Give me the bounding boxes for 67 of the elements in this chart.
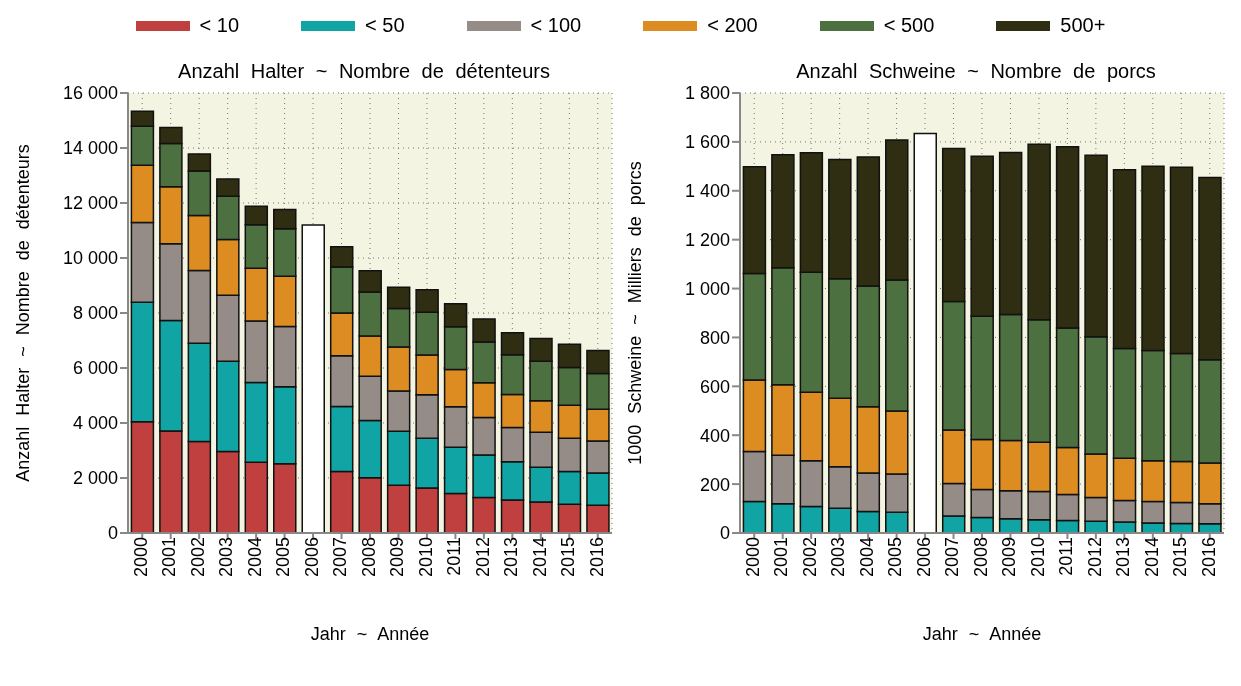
x-tick-label: 2008 xyxy=(358,537,379,578)
y-tick-label: 800 xyxy=(699,327,730,348)
y-tick-label: 600 xyxy=(699,376,730,397)
y-tick-label: 16 000 xyxy=(62,83,118,104)
y-tick-label: 1 600 xyxy=(684,132,730,153)
x-tick-label: 2016 xyxy=(1198,537,1219,578)
y-tick-label: 200 xyxy=(699,474,730,495)
x-tick-label: 2012 xyxy=(1084,537,1105,578)
x-tick-label: 2005 xyxy=(273,537,294,578)
y-tick-label: 0 xyxy=(107,523,118,544)
x-tick-label: 2011 xyxy=(444,537,465,576)
x-tick-label: 2000 xyxy=(131,537,152,578)
x-tick-label: 2009 xyxy=(999,537,1020,578)
x-tick-label: 2001 xyxy=(159,537,180,578)
x-tick-label: 2003 xyxy=(216,537,237,578)
y-tick-label: 6 000 xyxy=(72,358,118,379)
y-axis-title: Anzahl Halter ~ Nombre de détenteurs xyxy=(13,144,34,482)
y-axis-title: 1000 Schweine ~ Milliers de porcs xyxy=(625,161,646,465)
x-tick-label: 2001 xyxy=(771,537,792,578)
y-tick-label: 2 000 xyxy=(72,468,118,489)
legend-label: < 500 xyxy=(883,14,935,37)
x-tick-label: 2014 xyxy=(529,537,550,578)
x-tick-label: 2009 xyxy=(387,537,408,578)
x-tick-label: 2002 xyxy=(799,537,820,578)
y-tick-label: 4 000 xyxy=(72,413,118,434)
x-tick-label: 2002 xyxy=(187,537,208,578)
x-tick-label: 2003 xyxy=(828,537,849,578)
x-tick-label: 2013 xyxy=(501,537,522,578)
x-tick-label: 2008 xyxy=(970,537,991,578)
x-tick-label: 2010 xyxy=(1027,537,1048,578)
x-tick-label: 2004 xyxy=(856,537,877,578)
chart-title: Anzahl Halter ~ Nombre de détenteurs xyxy=(177,60,551,83)
legend-label: < 100 xyxy=(530,14,582,37)
y-tick-label: 10 000 xyxy=(62,248,118,269)
x-tick-label: 2016 xyxy=(586,537,607,578)
y-tick-label: 14 000 xyxy=(62,138,118,159)
x-tick-label: 2000 xyxy=(743,537,764,578)
y-tick-label: 1 800 xyxy=(684,83,730,104)
x-tick-label: 2007 xyxy=(942,537,963,578)
y-tick-label: 8 000 xyxy=(72,303,118,324)
y-tick-label: 1 400 xyxy=(684,181,730,202)
x-tick-label: 2012 xyxy=(472,537,493,578)
y-tick-label: 0 xyxy=(719,523,730,544)
x-tick-label: 2004 xyxy=(244,537,265,578)
bar xyxy=(301,224,325,533)
x-tick-label: 2015 xyxy=(558,537,579,578)
y-tick-label: 400 xyxy=(699,425,730,446)
y-tick-label: 1 000 xyxy=(684,278,730,299)
x-tick-label: 2011 xyxy=(1056,537,1077,576)
x-tick-label: 2015 xyxy=(1170,537,1191,578)
x-axis-title: Jahr ~ Année xyxy=(310,624,430,644)
legend-label: < 200 xyxy=(707,14,758,37)
x-tick-label: 2013 xyxy=(1113,537,1134,578)
x-tick-label: 2014 xyxy=(1141,537,1162,578)
x-tick-label: 2006 xyxy=(913,537,934,578)
chart-title: Anzahl Schweine ~ Nombre de porcs xyxy=(795,60,1157,83)
y-tick-label: 1 200 xyxy=(684,230,730,251)
legend-label: 500+ xyxy=(1060,14,1106,37)
legend-label: < 50 xyxy=(365,14,405,37)
legend-label: < 10 xyxy=(199,14,240,37)
x-axis-title: Jahr ~ Année xyxy=(922,624,1042,644)
bar xyxy=(913,132,937,533)
x-tick-label: 2005 xyxy=(885,537,906,578)
y-tick-label: 12 000 xyxy=(62,193,118,214)
x-tick-label: 2006 xyxy=(301,537,322,578)
x-tick-label: 2010 xyxy=(415,537,436,578)
x-tick-label: 2007 xyxy=(330,537,351,578)
